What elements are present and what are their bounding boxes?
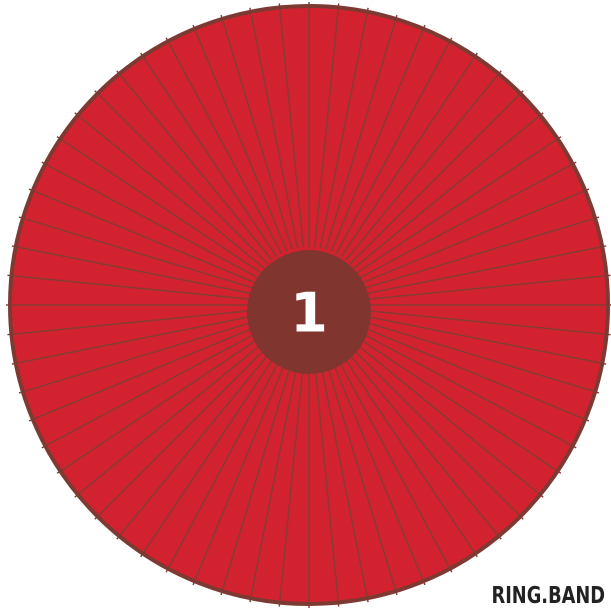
segment-divider: [313, 7, 340, 248]
segment-divider: [11, 309, 252, 336]
segment-divider: [97, 93, 269, 265]
segment-divider: [362, 326, 586, 421]
segment-divider: [313, 362, 340, 603]
segment-divider: [319, 11, 369, 249]
segment-divider: [353, 341, 541, 496]
hub-label: 1: [290, 282, 328, 345]
segment-divider: [278, 362, 305, 603]
segment-divider: [349, 93, 521, 265]
segment-divider: [249, 11, 299, 249]
segment-divider: [325, 18, 397, 250]
segment-divider: [193, 28, 288, 252]
segment-divider: [345, 349, 500, 537]
segment-divider: [15, 245, 253, 295]
segment-divider: [366, 309, 607, 336]
segment-divider: [349, 345, 521, 517]
segment-divider: [353, 114, 541, 269]
segment-divider: [59, 336, 262, 472]
segment-divider: [44, 331, 259, 447]
segment-divider: [118, 73, 273, 261]
hub-circle[interactable]: [247, 250, 371, 374]
segment-divider: [365, 315, 603, 365]
segment-divider: [362, 189, 586, 284]
brand-logo-text: RING.BAND: [491, 583, 605, 609]
segment-divider: [330, 28, 425, 252]
segment-divider: [356, 138, 559, 274]
segment-divider: [32, 326, 256, 421]
segment-divider: [77, 341, 265, 496]
wheel-rim: [8, 4, 610, 606]
segment-divider: [142, 352, 278, 555]
segment-divider: [249, 361, 299, 599]
segment-divider: [356, 336, 559, 472]
segment-divider: [359, 331, 574, 447]
segment-divider: [193, 358, 288, 582]
segment-divider: [15, 315, 253, 365]
segment-divider: [319, 361, 369, 599]
segment-divider: [118, 349, 273, 537]
segment-divider: [167, 40, 283, 255]
segment-divider: [22, 217, 254, 289]
segment-divider: [325, 360, 397, 592]
segment-divider: [335, 40, 451, 255]
segment-divider: [32, 189, 256, 284]
segment-divider: [22, 321, 254, 393]
segment-divider: [345, 73, 500, 261]
segment-divider: [167, 355, 283, 570]
segment-divider: [221, 360, 293, 592]
segment-divider: [77, 114, 265, 269]
wheel-segments: [10, 6, 608, 604]
segment-divider: [221, 18, 293, 250]
segment-divider: [359, 163, 574, 279]
segment-divider: [330, 358, 425, 582]
wheel-hub[interactable]: 1: [247, 250, 371, 374]
segment-divider: [278, 7, 305, 248]
segment-divider: [364, 217, 596, 289]
segment-divider: [59, 138, 262, 274]
segment-divider: [364, 321, 596, 393]
segment-divider: [366, 274, 607, 301]
segment-divider: [44, 163, 259, 279]
segment-divider: [340, 55, 476, 258]
segment-divider: [142, 55, 278, 258]
segment-divider: [365, 245, 603, 295]
segment-divider: [97, 345, 269, 517]
segment-divider: [335, 355, 451, 570]
segment-divider: [11, 274, 252, 301]
segment-divider: [340, 352, 476, 555]
